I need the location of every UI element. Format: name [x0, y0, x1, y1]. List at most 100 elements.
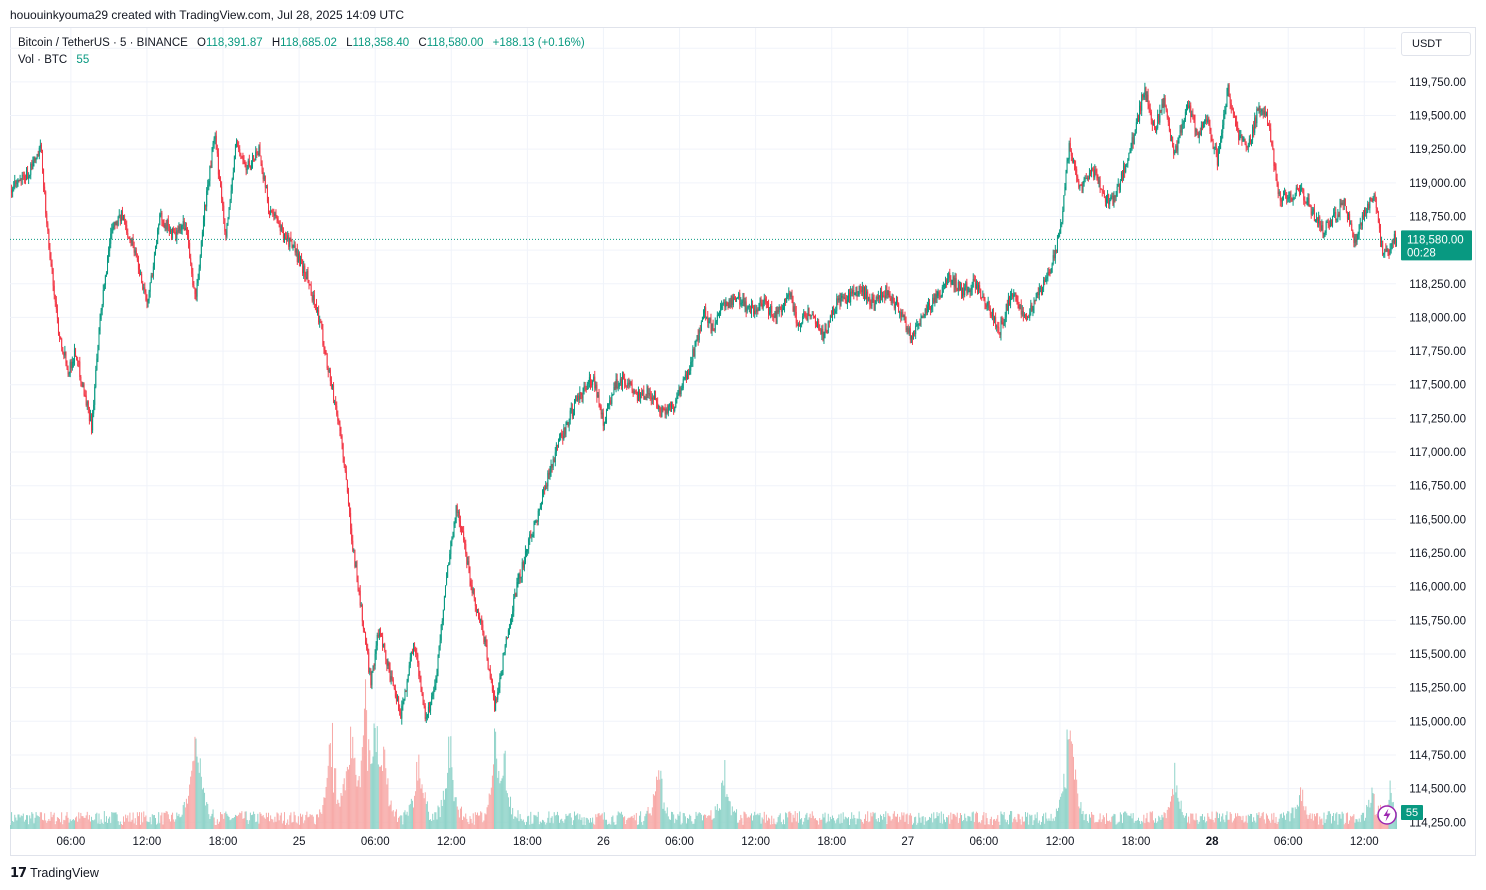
volume-bar — [982, 815, 984, 829]
symbol-legend[interactable]: Bitcoin / TetherUS · 5 · BINANCE O118,39… — [18, 35, 585, 52]
candle-body — [991, 310, 993, 316]
volume-bar — [1010, 811, 1012, 829]
candle-body — [964, 287, 966, 296]
candle-body — [227, 217, 229, 225]
volume-bar — [1090, 817, 1092, 829]
candle-body — [56, 308, 58, 319]
candle-body — [782, 307, 784, 310]
candle-body — [698, 330, 700, 341]
volume-bar — [1292, 807, 1294, 829]
candle-body — [1318, 216, 1320, 224]
volume-bar — [1224, 822, 1226, 829]
volume-bar — [107, 822, 109, 829]
volume-bar — [1042, 816, 1044, 829]
volume-bar — [62, 824, 64, 829]
candle-body — [148, 291, 150, 301]
volume-bar — [712, 818, 714, 829]
volume-bar — [833, 817, 835, 829]
volume-bar — [248, 820, 250, 829]
volume-legend[interactable]: Vol · BTC 55 — [18, 52, 585, 69]
volume-bar — [897, 813, 899, 829]
volume-bar — [850, 818, 852, 829]
volume-bar — [980, 823, 982, 829]
volume-bar — [829, 816, 831, 829]
candle-body — [290, 237, 292, 241]
volume-bar — [1161, 814, 1163, 829]
volume-bar — [1370, 802, 1372, 829]
candle-body — [435, 678, 437, 685]
volume-bar — [367, 770, 369, 829]
candle-body — [1240, 134, 1242, 136]
candle-body — [726, 301, 728, 304]
volume-bar — [847, 817, 849, 829]
candle-body — [202, 220, 204, 233]
volume-bar — [390, 800, 392, 829]
volume-bar — [508, 806, 510, 829]
volume-bar — [28, 824, 30, 829]
volume-bar — [432, 813, 434, 829]
candle-body — [30, 163, 32, 175]
candle-body — [238, 146, 240, 150]
volume-bar — [708, 815, 710, 829]
volume-bar — [1308, 814, 1310, 829]
volume-bar — [895, 816, 897, 829]
candle-body — [460, 528, 462, 532]
volume-bar — [596, 817, 598, 829]
volume-bar — [716, 803, 718, 829]
volume-bar — [302, 814, 304, 829]
candle-body — [408, 665, 410, 675]
lightning-icon[interactable] — [1377, 805, 1397, 825]
candle-body — [214, 135, 216, 139]
volume-bar — [1086, 820, 1088, 829]
currency-button[interactable]: USDT — [1401, 32, 1471, 56]
volume-bar — [644, 816, 646, 829]
volume-bar — [892, 813, 894, 829]
candle-body — [1013, 294, 1015, 298]
candle-body — [854, 292, 856, 295]
candle-body — [1371, 198, 1373, 202]
volume-bar — [1157, 821, 1159, 829]
candle-body — [758, 307, 760, 311]
candle-body — [1324, 233, 1326, 235]
volume-bar — [959, 812, 961, 829]
candle-body — [740, 302, 742, 305]
candle-body — [1321, 225, 1323, 231]
volume-bar — [303, 823, 305, 829]
volume-bar — [301, 816, 303, 829]
volume-bar — [157, 823, 159, 829]
volume-bar — [997, 815, 999, 829]
volume-bar — [194, 736, 196, 829]
volume-bar — [1079, 808, 1081, 829]
volume-bar — [91, 816, 93, 829]
volume-bar — [1232, 820, 1234, 829]
candle-body — [589, 377, 591, 385]
candle-body — [921, 316, 923, 319]
volume-bar — [1191, 813, 1193, 829]
volume-bar — [73, 820, 75, 829]
candle-body — [1181, 124, 1183, 133]
candle-body — [53, 285, 55, 296]
volume-bar — [150, 824, 152, 829]
candle-body — [529, 534, 531, 539]
candle-body — [101, 304, 103, 311]
volume-bar — [886, 824, 888, 829]
candle-body — [1088, 173, 1090, 179]
candle-body — [818, 321, 820, 329]
candle-body — [566, 422, 568, 424]
volume-bar — [642, 824, 644, 829]
volume-bar — [1335, 813, 1337, 829]
volume-bar — [1359, 822, 1361, 829]
volume-bar — [853, 814, 855, 829]
volume-bar — [672, 812, 674, 829]
volume-bar — [481, 812, 483, 829]
volume-bar — [1017, 813, 1019, 829]
candle-body — [635, 392, 637, 394]
volume-bar — [1206, 821, 1208, 829]
volume-bar — [514, 816, 516, 829]
tradingview-logo[interactable]: 𝟭𝟳 TradingView — [10, 865, 99, 881]
volume-bar — [803, 821, 805, 829]
candle-body — [1350, 223, 1352, 225]
volume-bar — [940, 811, 942, 829]
volume-bar — [510, 796, 512, 829]
